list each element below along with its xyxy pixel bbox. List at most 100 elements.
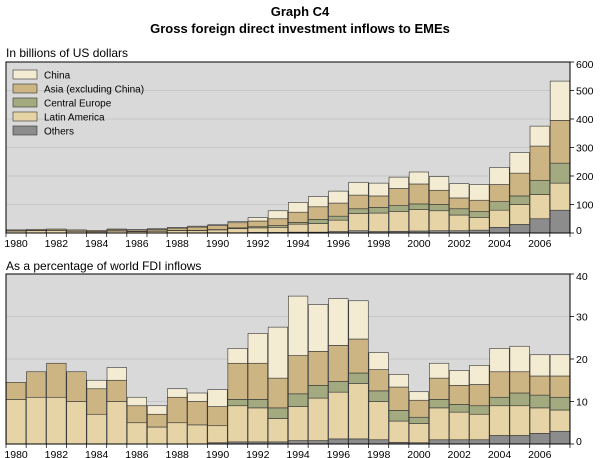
- bar-latin-america-2003: [469, 413, 490, 441]
- bar-central-europe-2007: [549, 396, 570, 411]
- bar-asia-excluding-china-1992: [247, 362, 268, 400]
- bar-asia-excluding-china-1996: [328, 202, 349, 217]
- x-tick-label: 1998: [367, 449, 391, 458]
- bar-china-2006: [529, 354, 550, 377]
- bar-asia-excluding-china-2007: [549, 375, 570, 398]
- x-tick-label: 1986: [125, 238, 149, 250]
- x-tick-label: 2004: [488, 238, 512, 250]
- bar-asia-excluding-china-2003: [469, 384, 490, 407]
- panel2-label: As a percentage of world FDI inflows: [6, 259, 201, 273]
- legend-label-asia-excluding-china: Asia (excluding China): [44, 85, 144, 96]
- bar-asia-excluding-china-1981: [26, 371, 47, 398]
- y-tick-label: 400: [576, 114, 594, 126]
- bar-latin-america-1991: [227, 228, 248, 234]
- bar-china-1987: [147, 405, 168, 415]
- bar-asia-excluding-china-1983: [66, 229, 87, 232]
- bar-latin-america-2000: [408, 423, 430, 444]
- bar-central-europe-2005: [509, 392, 530, 407]
- bar-china-2000: [408, 391, 430, 401]
- bar-asia-excluding-china-2005: [509, 172, 530, 197]
- x-tick-label: 1992: [246, 238, 270, 250]
- legend-swatch-central-europe: [12, 97, 38, 108]
- bar-china-1994: [287, 202, 309, 213]
- bar-latin-america-1981: [26, 396, 47, 445]
- bar-china-1995: [308, 304, 329, 352]
- bar-china-1991: [227, 348, 248, 364]
- legend-label-latin-america: Latin America: [44, 113, 105, 124]
- x-tick-label: 1998: [367, 238, 391, 250]
- bar-latin-america-1985: [106, 401, 127, 445]
- bar-china-1985: [106, 367, 127, 381]
- bar-china-2006: [529, 125, 550, 147]
- bar-asia-excluding-china-1995: [308, 206, 329, 220]
- legend-label-china: China: [44, 71, 71, 82]
- bar-central-europe-2002: [449, 404, 470, 413]
- bar-latin-america-1983: [66, 401, 87, 445]
- bar-latin-america-1994: [287, 406, 309, 441]
- bar-china-1994: [287, 295, 309, 356]
- bar-latin-america-1991: [227, 405, 248, 443]
- y-tick-label: 100: [576, 200, 594, 212]
- bar-china-1996: [328, 298, 349, 346]
- bar-latin-america-2002: [449, 214, 470, 232]
- x-tick-label: 1996: [327, 449, 351, 458]
- bar-latin-america-1982: [46, 396, 67, 445]
- bar-latin-america-2006: [529, 407, 550, 434]
- bar-latin-america-1990: [207, 229, 228, 234]
- bar-central-europe-2006: [529, 179, 550, 195]
- bar-central-europe-1992: [247, 399, 268, 409]
- bar-central-europe-1999: [388, 410, 409, 422]
- bar-central-europe-2001: [428, 399, 450, 409]
- legend-swatch-others: [12, 125, 38, 136]
- bar-asia-excluding-china-1982: [46, 362, 67, 398]
- bar-asia-excluding-china-1981: [26, 228, 47, 231]
- bar-latin-america-1992: [247, 407, 268, 443]
- bar-asia-excluding-china-1996: [328, 345, 349, 382]
- bar-asia-excluding-china-2000: [408, 183, 430, 205]
- x-tick-label: 1982: [45, 449, 69, 458]
- bar-asia-excluding-china-1991: [227, 222, 248, 229]
- y-tick-label: 0: [576, 436, 582, 448]
- bar-asia-excluding-china-1992: [247, 220, 268, 228]
- bar-others-2006: [529, 218, 550, 234]
- bar-asia-excluding-china-1984: [86, 230, 107, 232]
- bar-asia-excluding-china-1990: [207, 406, 228, 427]
- y-tick-label: 20: [576, 354, 588, 366]
- x-tick-label: 2004: [488, 449, 512, 458]
- y-tick-label: 200: [576, 171, 594, 183]
- x-tick-label: 2002: [448, 449, 472, 458]
- bar-latin-america-1987: [147, 426, 168, 445]
- bar-others-2006: [529, 433, 550, 445]
- bar-asia-excluding-china-1985: [106, 379, 127, 402]
- bar-central-europe-2007: [549, 162, 570, 184]
- bar-central-europe-2003: [469, 405, 490, 415]
- bar-latin-america-1999: [388, 211, 409, 232]
- panel1-chart: 0 100 200 300 400 500 600 1980 1982 1984 1986 1988 1…: [4, 59, 593, 250]
- bar-asia-excluding-china-1999: [388, 188, 409, 206]
- y-tick-label: 500: [576, 86, 594, 98]
- bar-asia-excluding-china-2000: [408, 399, 430, 418]
- y-tick-label: 600: [576, 59, 594, 71]
- bar-china-2007: [549, 354, 570, 377]
- bar-others-1997: [348, 438, 369, 445]
- panel1-label: In billions of US dollars: [6, 46, 128, 60]
- bar-asia-excluding-china-1999: [388, 386, 409, 411]
- bar-others-2003: [469, 439, 490, 445]
- bar-china-2000: [408, 171, 430, 185]
- bar-central-europe-2003: [469, 211, 490, 218]
- legend-swatch-china: [12, 69, 38, 80]
- figure-title: Gross foreign direct investment inflows …: [150, 21, 450, 36]
- bar-central-europe-2006: [529, 394, 550, 409]
- bar-asia-excluding-china-1994: [287, 211, 309, 223]
- bar-latin-america-2005: [509, 204, 530, 225]
- bar-others-1995: [308, 440, 329, 445]
- bar-central-europe-1998: [368, 390, 389, 402]
- bar-asia-excluding-china-2006: [529, 375, 550, 396]
- bar-latin-america-2000: [408, 209, 430, 232]
- bar-asia-excluding-china-1988: [167, 396, 188, 424]
- bar-china-2002: [449, 183, 470, 199]
- x-tick-label: 1990: [206, 238, 230, 250]
- bar-latin-america-2006: [529, 194, 550, 220]
- bar-china-1997: [348, 181, 369, 196]
- bar-latin-america-2001: [428, 407, 450, 441]
